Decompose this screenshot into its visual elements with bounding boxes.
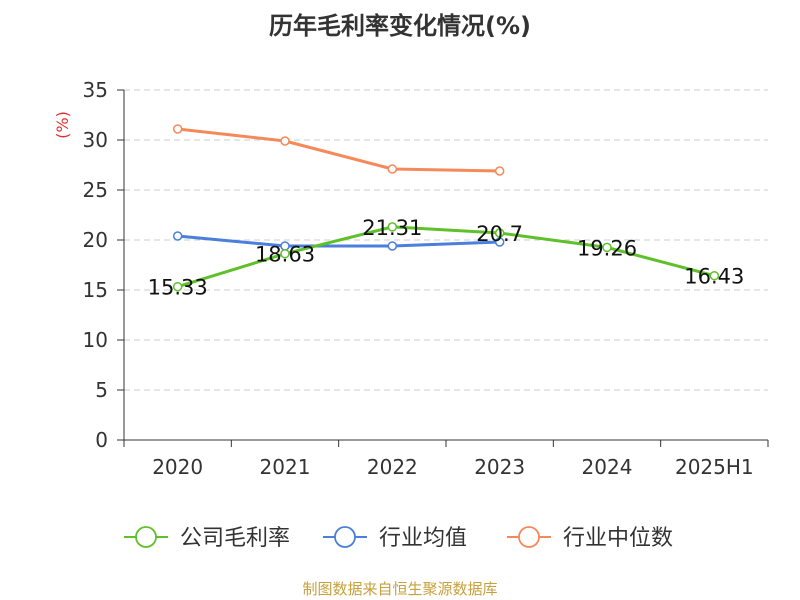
data-point — [172, 281, 183, 292]
x-tick-label: 2024 — [582, 455, 633, 479]
chart-title: 历年毛利率变化情况(%) — [269, 12, 531, 40]
x-tick-label: 2023 — [474, 455, 525, 479]
y-tick-label: 10 — [83, 328, 108, 352]
x-tick-label: 2021 — [260, 455, 311, 479]
data-point — [172, 231, 183, 241]
data-label: 15.33 — [148, 276, 208, 300]
data-point — [494, 166, 505, 176]
legend-label: 行业中位数 — [563, 526, 673, 551]
data-point — [280, 136, 290, 146]
series-line — [176, 127, 502, 173]
source-note: 制图数据来自恒生聚源数据库 — [302, 580, 498, 598]
x-tick-label: 2025H1 — [675, 455, 754, 479]
legend-label: 行业均值 — [379, 526, 467, 551]
data-point — [387, 164, 398, 174]
data-point — [494, 237, 505, 247]
legend-marker — [135, 526, 157, 548]
legend-label: 公司毛利率 — [180, 526, 290, 551]
data-point — [280, 248, 290, 259]
x-tick-label: 2022 — [367, 455, 418, 479]
y-tick-label: 5 — [95, 378, 108, 402]
y-tick-label: 15 — [83, 278, 108, 302]
legend-marker — [518, 526, 540, 548]
data-point — [172, 124, 183, 134]
data-label: 21.31 — [362, 216, 422, 240]
data-point — [709, 270, 720, 281]
y-tick-label: 35 — [83, 78, 108, 102]
y-axis-label: (%) — [53, 111, 72, 139]
x-tick-label: 2020 — [152, 455, 203, 479]
data-point — [387, 222, 398, 232]
data-point — [387, 241, 398, 251]
data-point — [494, 228, 505, 238]
data-label: 20.7 — [476, 222, 523, 246]
y-tick-label: 20 — [83, 228, 108, 252]
data-label: 16.43 — [684, 265, 744, 289]
data-label: 18.63 — [255, 243, 315, 267]
data-label: 19.26 — [577, 236, 637, 260]
series-line — [176, 225, 716, 289]
y-tick-label: 30 — [83, 128, 108, 152]
legend-marker — [334, 526, 356, 548]
series-line — [176, 234, 502, 248]
y-tick-label: 25 — [83, 178, 108, 202]
data-point — [602, 242, 612, 253]
y-tick-label: 0 — [95, 428, 108, 452]
